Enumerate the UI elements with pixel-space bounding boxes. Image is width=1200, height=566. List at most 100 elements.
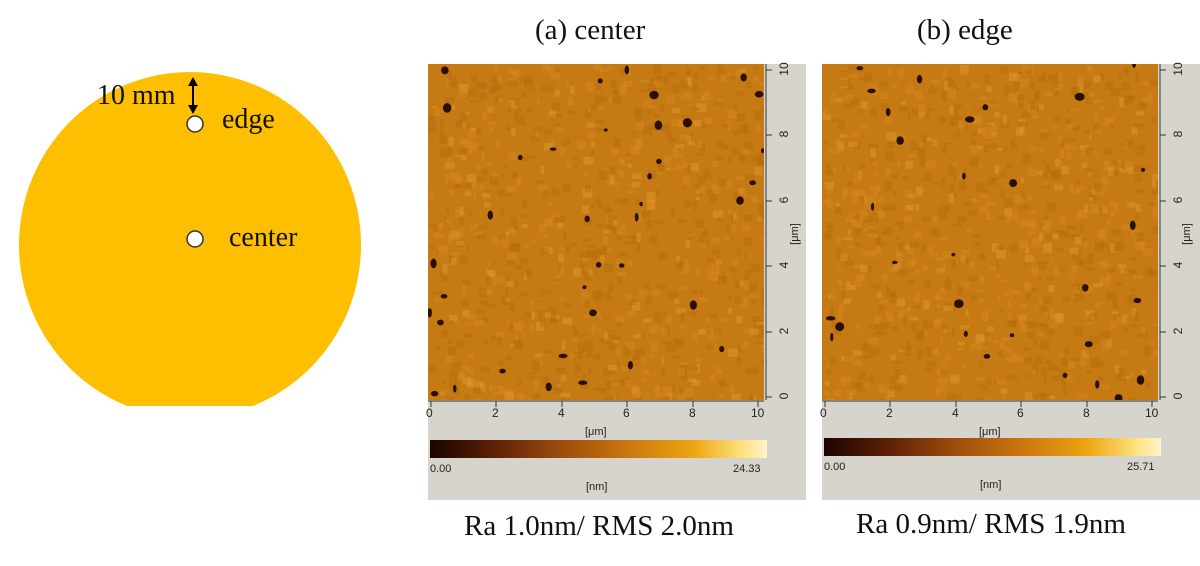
afm-grain (1124, 65, 1129, 76)
afm-grain (449, 320, 455, 325)
panel-b-y-axis (1159, 64, 1166, 400)
afm-grain (658, 164, 667, 173)
afm-grain (824, 390, 829, 396)
afm-grain (1054, 116, 1062, 122)
afm-grain (1086, 287, 1094, 294)
afm-grain (690, 290, 698, 294)
afm-grain (868, 194, 878, 204)
afm-grain (836, 235, 842, 244)
afm-grain (555, 113, 563, 117)
afm-grain (932, 215, 938, 224)
afm-grain (1052, 233, 1059, 240)
afm-grain (547, 306, 556, 315)
panel-b-x-tick: 2 (886, 406, 893, 420)
afm-grain (1064, 124, 1073, 131)
afm-grain (927, 246, 933, 253)
afm-grain (441, 222, 449, 230)
afm-grain (875, 213, 879, 223)
afm-grain (542, 190, 548, 198)
afm-grain (458, 90, 466, 98)
afm-grain (1008, 212, 1018, 219)
afm-grain (593, 64, 603, 71)
afm-grain (1041, 305, 1050, 313)
afm-grain (645, 295, 653, 305)
afm-grain (480, 382, 486, 392)
afm-grain (705, 316, 710, 323)
afm-grain (679, 286, 688, 291)
afm-grain (1118, 263, 1127, 269)
afm-grain (462, 121, 467, 131)
afm-grain (542, 64, 550, 70)
afm-grain (922, 265, 928, 271)
afm-grain (721, 347, 727, 354)
afm-grain (825, 357, 830, 368)
afm-grain (1088, 92, 1095, 98)
afm-grain (986, 201, 997, 207)
afm-grain (1052, 376, 1060, 381)
afm-grain (1025, 246, 1029, 254)
afm-pit (618, 263, 625, 268)
afm-grain (505, 281, 514, 288)
afm-grain (915, 334, 920, 340)
afm-grain (661, 356, 667, 365)
afm-grain (739, 281, 744, 287)
afm-grain (468, 145, 473, 155)
afm-grain (885, 151, 895, 162)
afm-grain (612, 90, 618, 94)
afm-grain (1032, 223, 1040, 231)
afm-grain (687, 233, 695, 237)
afm-grain (644, 317, 652, 321)
afm-grain (510, 343, 515, 349)
panel-b-y-unit: [μm] (1181, 223, 1193, 245)
afm-grain (506, 252, 517, 260)
afm-grain (1074, 180, 1081, 190)
afm-grain (687, 378, 697, 383)
afm-grain (852, 350, 863, 356)
afm-grain (493, 107, 499, 117)
afm-grain (946, 275, 950, 282)
afm-grain (728, 348, 738, 357)
afm-grain (940, 177, 946, 188)
afm-grain (842, 193, 846, 201)
afm-grain (563, 232, 567, 240)
afm-grain (681, 94, 692, 100)
afm-grain (590, 151, 595, 157)
afm-grain (451, 251, 461, 256)
afm-grain (505, 298, 511, 303)
afm-grain (878, 304, 884, 312)
afm-grain (523, 75, 532, 84)
afm-grain (830, 290, 838, 294)
afm-grain (885, 167, 891, 176)
afm-grain (947, 305, 956, 314)
afm-grain (848, 64, 858, 71)
afm-grain (987, 118, 993, 128)
afm-grain (660, 104, 665, 112)
afm-grain (662, 386, 673, 396)
afm-grain (535, 129, 539, 139)
afm-grain (1038, 261, 1047, 270)
afm-grain (1081, 91, 1091, 101)
afm-grain (510, 224, 515, 232)
afm-grain (479, 287, 487, 298)
afm-grain (874, 238, 881, 245)
afm-grain (833, 389, 841, 397)
afm-grain (1128, 95, 1136, 100)
afm-grain (445, 162, 455, 169)
afm-grain (593, 387, 602, 391)
afm-grain (859, 209, 867, 220)
afm-grain (930, 349, 939, 355)
afm-grain (861, 343, 871, 353)
panel-a-y-axis (765, 64, 772, 400)
afm-grain (1117, 159, 1122, 165)
afm-grain (1089, 192, 1098, 201)
afm-grain (825, 163, 830, 172)
afm-grain (982, 127, 989, 134)
afm-pit (545, 382, 552, 392)
afm-grain (1024, 204, 1030, 209)
afm-grain (712, 160, 719, 167)
afm-grain (876, 182, 881, 192)
afm-pit (430, 390, 439, 397)
afm-pit (835, 322, 845, 332)
afm-grain (523, 274, 528, 281)
afm-grain (610, 214, 620, 223)
